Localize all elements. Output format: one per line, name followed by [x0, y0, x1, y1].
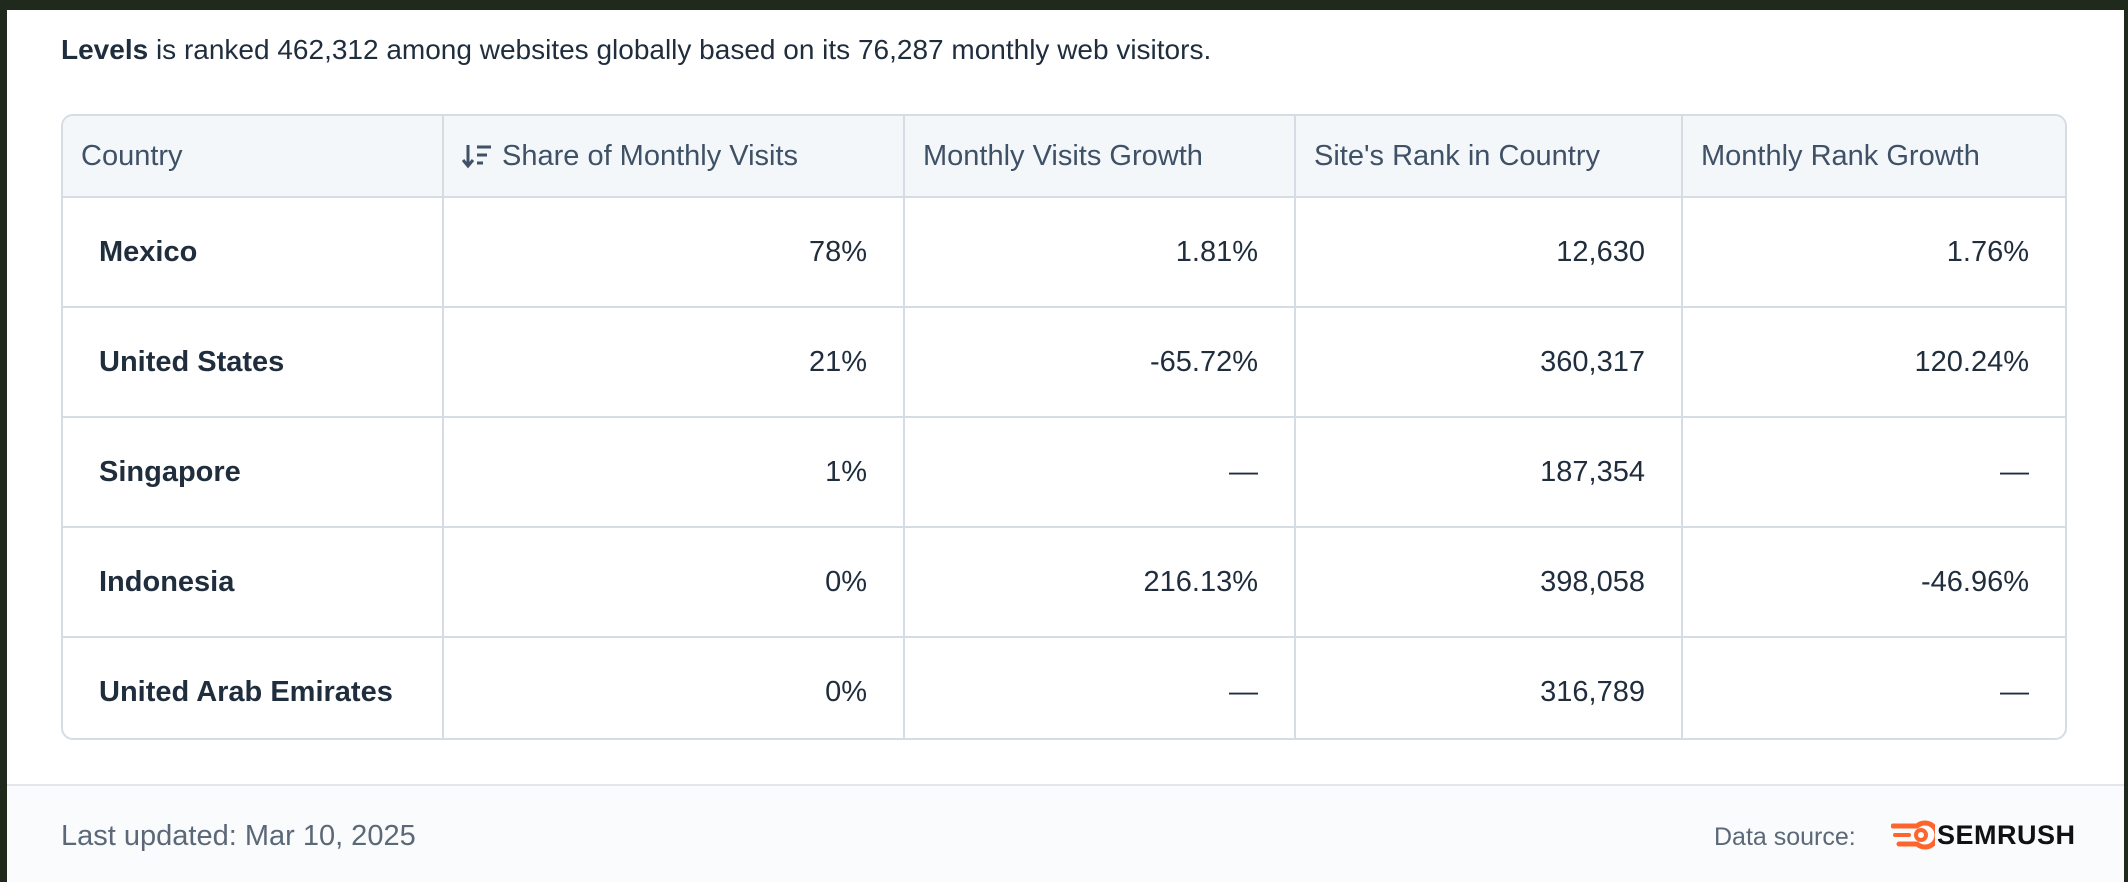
value-cell: 187,354 — [1295, 417, 1683, 528]
country-table: Country Share of Monthly Visits Monthly Vi… — [63, 116, 2065, 738]
value-cell: — — [904, 637, 1296, 738]
table-container: Country Share of Monthly Visits Monthly Vi… — [61, 114, 2067, 740]
column-header[interactable]: Country — [63, 116, 444, 198]
table-row: Mexico 78% 1.81% 12,630 1.76% — [63, 197, 2065, 308]
value-cell: — — [1682, 417, 2065, 528]
value-cell: 398,058 — [1295, 527, 1683, 638]
value-cell: 1% — [443, 417, 905, 528]
value-cell: -46.96% — [1682, 527, 2065, 638]
column-header[interactable]: Monthly Rank Growth — [1682, 116, 2065, 198]
country-cell: United States — [63, 307, 444, 418]
table-row: United States 21% -65.72% 360,317 120.24% — [63, 307, 2065, 418]
value-cell: 360,317 — [1295, 307, 1683, 418]
value-cell: -65.72% — [904, 307, 1296, 418]
country-cell: United Arab Emirates — [63, 637, 444, 738]
table-row: Indonesia 0% 216.13% 398,058 -46.96% — [63, 527, 2065, 638]
table-row: Singapore 1% —187,354— — [63, 417, 2065, 528]
semrush-logo[interactable] — [1891, 820, 1935, 850]
value-cell: 0% — [443, 527, 905, 638]
value-cell: 120.24% — [1682, 307, 2065, 418]
last-updated: Last updated: Mar 10, 2025 — [61, 820, 416, 852]
sort-icon[interactable] — [461, 143, 492, 169]
value-cell: 316,789 — [1295, 637, 1683, 738]
column-header[interactable]: Share of Monthly Visits — [443, 116, 905, 198]
header-text: Monthly Rank Growth — [1701, 139, 1980, 172]
site-name: Levels — [61, 34, 149, 65]
country-cell: Mexico — [63, 197, 444, 308]
table-body: Mexico 78% 1.81% 12,630 1.76% United States 21… — [63, 197, 2065, 738]
header-text: Site's Rank in Country — [1314, 139, 1600, 172]
table-row: United Arab Emirates 0% —316,789— — [63, 637, 2065, 738]
country-cell: Indonesia — [63, 527, 444, 638]
column-header[interactable]: Site's Rank in Country — [1295, 116, 1683, 198]
value-cell: 216.13% — [904, 527, 1296, 638]
header-text: Monthly Visits Growth — [923, 139, 1203, 172]
value-cell: 1.76% — [1682, 197, 2065, 308]
value-cell: 78% — [443, 197, 905, 308]
value-cell: — — [904, 417, 1296, 528]
header-text: Country — [81, 139, 183, 172]
intro: Levels is ranked 462,312 among websites … — [61, 34, 1211, 66]
value-cell: 1.81% — [904, 197, 1296, 308]
source-label: Data source: — [1714, 823, 1856, 851]
country-cell: Singapore — [63, 417, 444, 528]
intro-text: is ranked 462,312 among websites globall… — [155, 34, 1212, 65]
header-text: Share of Monthly Visits — [502, 139, 799, 172]
value-cell: 12,630 — [1295, 197, 1683, 308]
value-cell: 21% — [443, 307, 905, 418]
source-name[interactable]: SEMRUSH — [1937, 820, 2076, 850]
header-row: Country Share of Monthly Visits Monthly Vi… — [63, 116, 2065, 198]
footer: Last updated: Mar 10, 2025 Data source: … — [7, 784, 2124, 882]
value-cell: — — [2000, 675, 2029, 708]
column-header[interactable]: Monthly Visits Growth — [904, 116, 1296, 198]
value-cell: 0% — [443, 637, 905, 738]
card: Levels is ranked 462,312 among websites … — [7, 10, 2124, 882]
